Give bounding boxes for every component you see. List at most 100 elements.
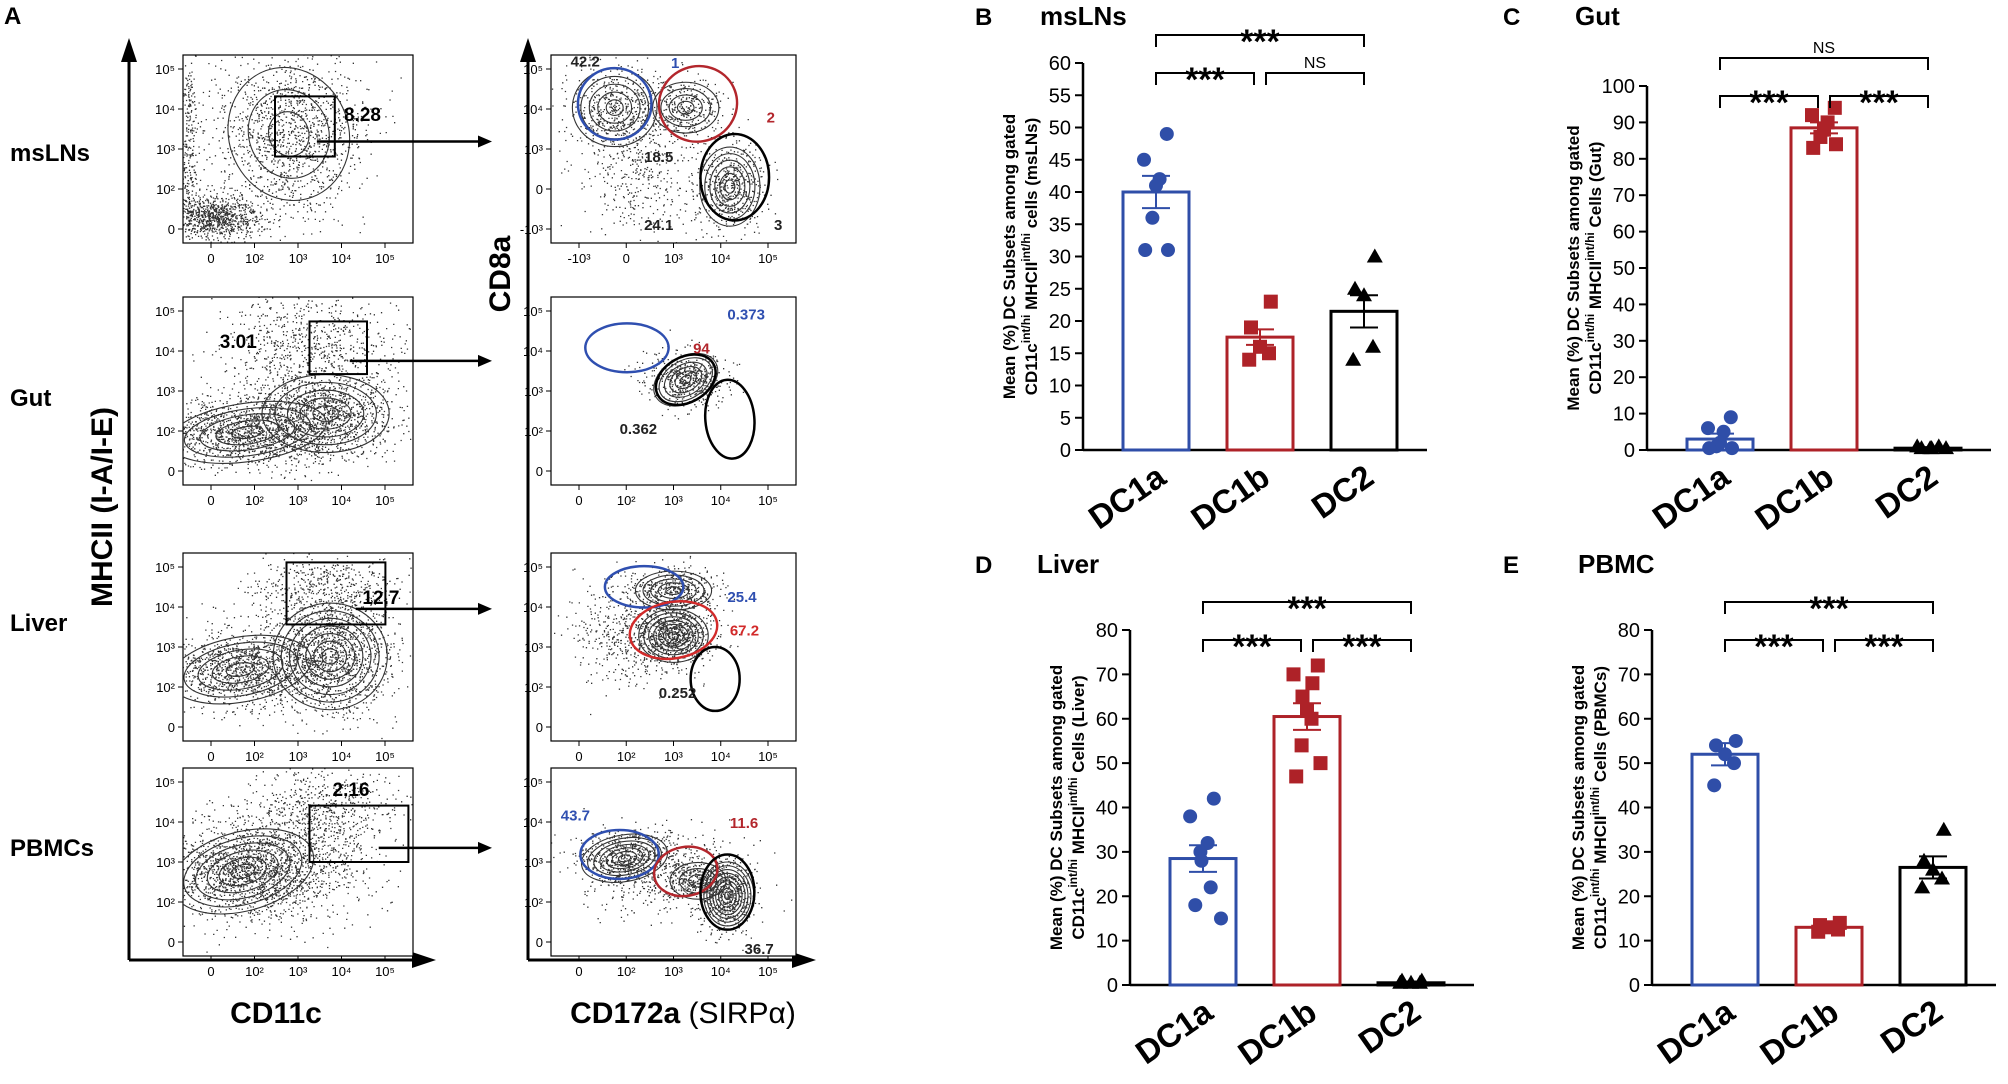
row-pbmcs-cd11c-plot-xtick-label-4: 10⁵ [375, 964, 395, 979]
row-mslns-cd11c-plot-contour-1-2 [247, 89, 330, 179]
chart-mslns-point-dc2-2 [1356, 287, 1372, 302]
row-gut-tissue-label: Gut [10, 385, 51, 412]
chart-mslns-bar-dc1a [1121, 190, 1191, 452]
chart-gut-ylabel-line2: CD11cint/hi MHCIIint/hi Cells (Gut) [1583, 142, 1605, 395]
row-pbmcs-cd8a-plot-contour-2-7 [706, 868, 749, 923]
row-pbmcs-cd11c-plot-content [183, 768, 413, 953]
row-mslns-cd8a-plot-contour-1-4 [652, 81, 720, 134]
chart-pbmc-ytick-label-1: 10 [1618, 931, 1640, 953]
row-pbmcs-cd8a-plot-contour-2-2 [720, 887, 734, 904]
chart-gut-point-dc2-4 [1913, 440, 1930, 455]
chart-pbmc-bar-dc1b [1794, 925, 1864, 987]
row-liver-cd11c-plot-content [183, 553, 413, 740]
chart-pbmc-ylabel-seg-2: MHCII [1591, 816, 1610, 869]
chart-pbmc-ytick-label-0: 0 [1629, 975, 1640, 997]
chart-gut-bracket-0 [1719, 95, 1819, 108]
row-liver-cd11c-plot-contour-1-1 [321, 648, 339, 665]
chart-mslns-category-label-dc1a: DC1a [1082, 457, 1173, 536]
row-gut-cd11c-plot-contour-0-3 [199, 413, 296, 452]
chart-liver-ytick-label-5: 50 [1096, 753, 1118, 775]
row-pbmcs-subset-gate-1 [652, 845, 719, 898]
right-y-axis-title: CD8a [484, 235, 517, 312]
chart-pbmc-point-dc1a-0 [1728, 733, 1743, 748]
row-gut-subset-value-2: 0.362 [620, 421, 658, 438]
row-gut-cd8a-plot-contour-0-1 [679, 374, 692, 385]
row-pbmcs-cd11c-plot-contour-0-5 [183, 835, 303, 908]
chart-mslns-ytick-label-2: 10 [1049, 376, 1071, 398]
chart-liver-ylabel: Mean (%) DC Subsets among gated CD11cint/… [1047, 665, 1088, 950]
chart-pbmc-point-dc2-2 [1925, 861, 1941, 876]
row-mslns-cd11c-plot-ytick-label-4: 0 [168, 222, 175, 237]
row-mslns-subset-value-0: 42.2 [571, 53, 600, 70]
chart-mslns-ytick-label-9: 45 [1049, 150, 1071, 172]
row-gut-subset-gate-1 [654, 353, 717, 407]
left-x-axis-arrow [412, 952, 436, 968]
row-pbmcs-cd8a-plot-ytick-label-1: 10⁴ [523, 815, 543, 830]
chart-mslns-letter: B [975, 4, 992, 31]
row-pbmcs-gate-arrowhead [478, 841, 492, 854]
row-gut-cd11c-plot-contour-0-2 [215, 419, 280, 446]
row-pbmcs-subset-gate-2 [699, 853, 756, 931]
chart-liver-bracket-label-0: *** [1232, 628, 1272, 666]
chart-pbmc-category-label-dc1a: DC1a [1651, 992, 1742, 1071]
row-liver-cd8a-plot-contour-1-5 [648, 616, 699, 656]
chart-liver-point-dc1b-8 [1289, 769, 1304, 784]
row-pbmcs-cd8a-plot-ytick-label-2: 10³ [524, 855, 543, 870]
chart-pbmc-bracket-2 [1724, 601, 1934, 614]
chart-mslns-point-dc2-1 [1347, 280, 1363, 295]
row-gut-cd8a-plot-contour-0-4 [663, 361, 708, 398]
chart-mslns-point-dc2-4 [1345, 351, 1362, 366]
chart-mslns-ylabel-line2: CD11cint/hi MHCIIint/hi cells (msLNs) [1019, 118, 1041, 395]
chart-gut: C Gut 0 10 20 30 40 50 60 70 80 90 100 Mean (%) DC Su… [1503, 1, 1991, 537]
chart-pbmc-ylabel: Mean (%) DC Subsets among gated CD11cint/… [1569, 665, 1610, 950]
chart-liver-point-dc1a-0 [1206, 791, 1221, 806]
chart-gut-bracket-2 [1719, 57, 1929, 70]
row-pbmcs-cd8a-plot-contour-2-8 [703, 865, 752, 927]
row-liver-cd8a-plot-contour-1-2 [663, 627, 684, 644]
row-gut-cd11c-plot-contour-1-2 [299, 397, 352, 430]
row-mslns-cd11c-plot-ytick-label-1: 10⁴ [155, 102, 175, 117]
row-liver-cd8a-plot-ytick-label-0: 10⁵ [523, 560, 543, 575]
row-gut-cd11c-plot-content [183, 297, 413, 482]
chart-gut-ytick-label-8: 80 [1613, 149, 1635, 171]
row-gut-cd11c-plot-ytick-label-3: 10² [156, 424, 175, 439]
chart-mslns-bracket-2 [1155, 34, 1365, 47]
row-mslns-cd8a-plot-contour-1-1 [676, 100, 695, 115]
row-liver-cd11c-plot-contour-1-2 [313, 640, 348, 673]
row-liver-cd8a-plot-contour-1-7 [638, 608, 709, 663]
chart-mslns-ylabel: Mean (%) DC Subsets among gated CD11cint/… [1000, 114, 1041, 399]
chart-mslns-ylabel-line1: Mean (%) DC Subsets among gated [1000, 114, 1019, 399]
chart-pbmc-point-dc2-1 [1916, 852, 1932, 867]
chart-gut-point-dc1a-0 [1723, 410, 1738, 425]
row-pbmcs-cd11c-plot-contour-0-6 [183, 828, 315, 915]
chart-liver-bracket-1 [1312, 639, 1412, 652]
row-gut-cd8a-plot-xtick-label-0: 0 [575, 493, 582, 508]
chart-gut-ylabel-seg-2: MHCII [1586, 261, 1605, 314]
row-pbmcs-cd8a-plot-xtick-label-3: 10⁴ [711, 964, 731, 979]
row-mslns-cd8a-plot-events [551, 55, 779, 243]
chart-gut-ytick-label-3: 30 [1613, 331, 1635, 353]
chart-gut-point-dc1a-5 [1725, 441, 1739, 456]
chart-mslns-ylabel-sup-3: int/hi [1019, 233, 1033, 262]
right-x-axis-title-bold: CD172a [570, 997, 688, 1030]
chart-liver-ylabel-sup-1: int/hi [1066, 859, 1080, 888]
row-mslns-subset-value-1: 1 [671, 55, 679, 72]
row-pbmcs-subset-value-1: 11.6 [730, 815, 758, 832]
chart-pbmc-point-dc1a-3 [1727, 756, 1741, 771]
chart-gut-ylabel-sup-3: int/hi [1583, 232, 1597, 261]
chart-pbmc-bracket-label-1: *** [1864, 628, 1904, 666]
row-gut-cd8a-plot-xtick-label-1: 10² [617, 493, 636, 508]
chart-liver-point-dc1b-2 [1305, 676, 1320, 691]
chart-pbmc-point-dc1a-2 [1718, 747, 1732, 762]
chart-mslns-bracket-1 [1265, 72, 1365, 85]
row-liver-cd11c-plot-contour-0-1 [225, 662, 256, 677]
left-y-axis-title: MHCII (I-A/I-E) [86, 407, 119, 607]
chart-gut-ylabel-seg-0: CD11c [1586, 342, 1605, 394]
row-gut-subset-gate-2 [703, 378, 756, 460]
chart-liver-ytick-label-0: 0 [1107, 975, 1118, 997]
row-gut-cd11c-plot-contour-0-1 [231, 425, 264, 440]
chart-liver-point-dc1a-1 [1183, 809, 1198, 824]
chart-mslns-ytick-label-4: 20 [1049, 311, 1071, 333]
row-pbmcs-cd8a-plot-ytick-label-0: 10⁵ [523, 775, 543, 790]
